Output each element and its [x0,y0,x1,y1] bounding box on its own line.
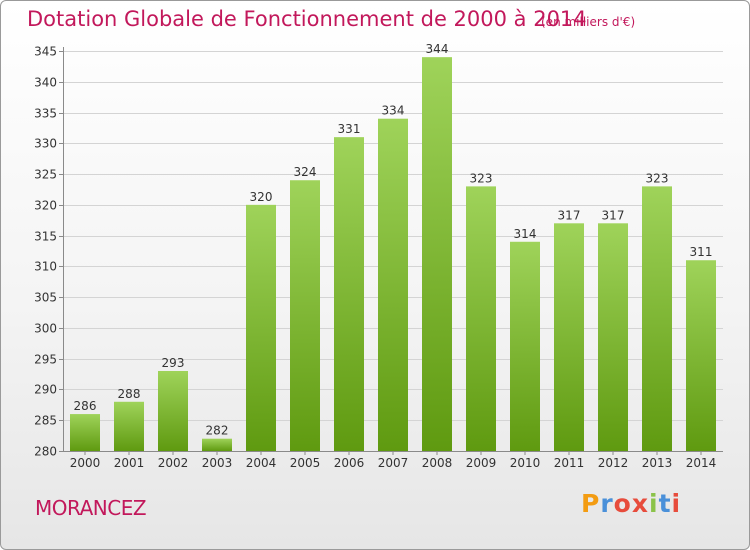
data-label: 324 [294,165,317,179]
bar [510,241,540,451]
data-label: 314 [514,227,537,241]
data-label: 323 [470,171,493,185]
y-tick-label: 285 [34,414,57,428]
data-label: 317 [558,208,581,222]
x-tick-label: 2005 [290,456,321,470]
data-label: 282 [206,424,229,438]
bar [554,223,584,451]
x-tick-label: 2007 [378,456,409,470]
y-tick-label: 345 [34,45,57,59]
data-label: 311 [690,245,713,259]
bar [70,414,100,451]
data-label: 331 [338,122,361,136]
y-tick-label: 325 [34,168,57,182]
x-tick-label: 2014 [686,456,717,470]
bar [246,204,276,451]
x-tick-label: 2011 [554,456,585,470]
x-tick-label: 2008 [422,456,453,470]
data-label: 286 [74,399,97,413]
bar [422,57,452,452]
x-tick-label: 2000 [70,456,101,470]
x-tick-label: 2006 [334,456,365,470]
logo-letter: i [649,489,659,518]
chart-title: Dotation Globale de Fonctionnement de 20… [27,7,587,31]
logo-letter: x [631,489,649,518]
data-label: 317 [602,208,625,222]
y-tick-label: 330 [34,137,57,151]
bar [642,186,672,451]
data-label: 288 [118,387,141,401]
x-tick-label: 2012 [598,456,629,470]
x-tick-label: 2004 [246,456,277,470]
logo-letter: r [600,489,614,518]
data-labels: 286 288 293 282 320 324 331 334 344 323 314 317 317 3… [74,42,713,438]
bar [202,438,232,451]
data-label: 334 [382,104,405,118]
data-label: 320 [250,190,273,204]
y-tick-label: 280 [34,445,57,459]
y-tick-label: 300 [34,322,57,336]
bars [70,57,716,452]
y-tick-label: 320 [34,199,57,213]
commune-name: MORANCEZ [35,496,147,520]
bar [334,137,364,451]
logo-letter: o [613,489,632,518]
y-tick-label: 340 [34,76,57,90]
x-tick-label: 2002 [158,456,189,470]
bar [290,180,320,451]
x-axis-ticks: 2000 2001 2002 2003 2004 2005 2006 2007 2008 2009… [70,451,717,470]
y-tick-label: 310 [34,260,57,274]
x-tick-label: 2010 [510,456,541,470]
bar [466,186,496,451]
logo-letter: t [658,489,672,518]
y-tick-label: 290 [34,383,57,397]
y-tick-label: 295 [34,353,57,367]
x-tick-label: 2001 [114,456,145,470]
chart-subtitle: (en milliers d'€) [541,15,636,29]
data-label: 293 [162,356,185,370]
x-tick-label: 2003 [202,456,233,470]
y-tick-label: 305 [34,291,57,305]
bar [158,371,188,451]
bar [114,401,144,451]
bar [378,118,408,451]
y-axis-ticks: 280 285 290 295 300 305 310 315 320 325 330 335 340 3… [34,45,63,459]
y-tick-label: 315 [34,230,57,244]
logo-letter: i [671,489,682,518]
proxiti-logo: Proxiti [581,489,681,518]
data-label: 323 [646,171,669,185]
y-tick-label: 335 [34,107,57,121]
axes [63,47,723,452]
logo-letter: P [581,489,601,518]
bar [598,223,628,451]
data-label: 344 [426,42,449,56]
x-tick-label: 2009 [466,456,497,470]
x-tick-label: 2013 [642,456,673,470]
bar [686,260,716,451]
